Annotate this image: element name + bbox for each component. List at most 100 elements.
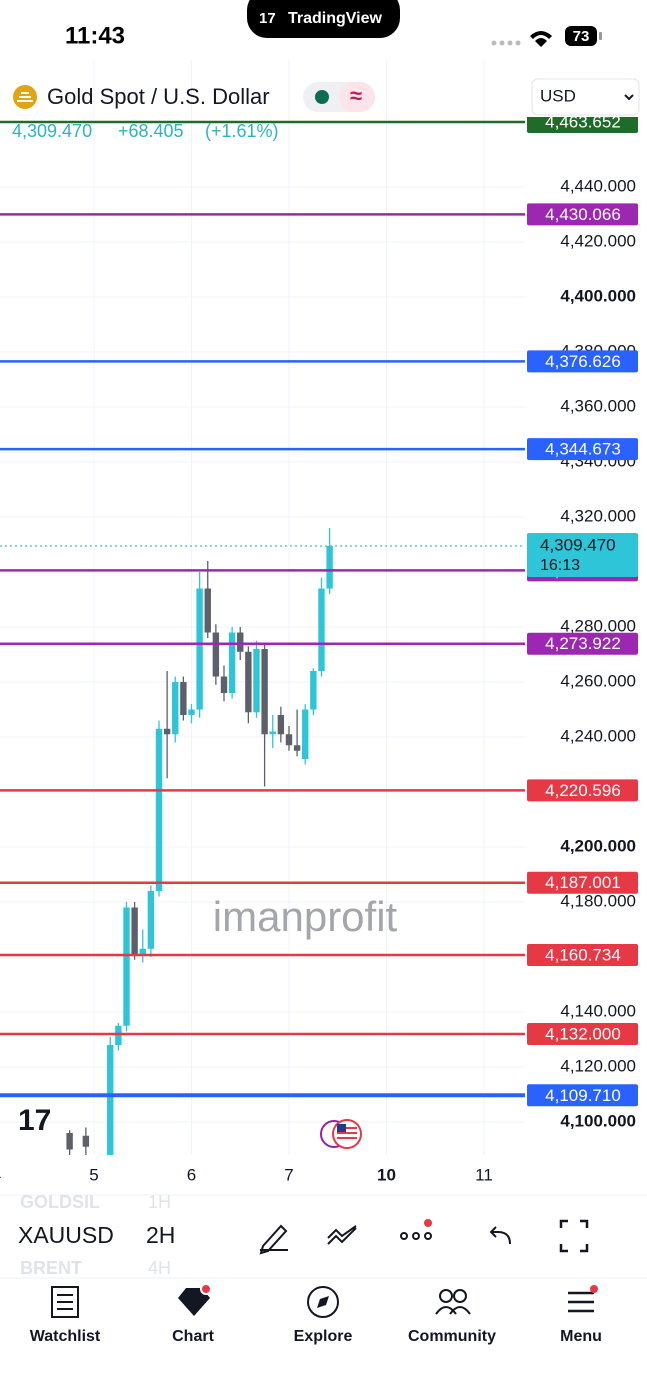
tab-label[interactable]: Explore	[294, 1328, 353, 1345]
level-label: 4,187.001	[545, 873, 621, 892]
candle	[115, 1023, 122, 1051]
candle-body	[269, 731, 276, 735]
candle	[163, 671, 171, 779]
candle	[261, 643, 268, 787]
level-label-box	[527, 350, 638, 373]
candle-body	[293, 745, 301, 751]
candle-body	[318, 588, 325, 672]
candle-body	[196, 588, 203, 710]
countdown-label: 16:13	[540, 557, 580, 574]
currency: USD	[540, 86, 576, 105]
symbol-name[interactable]: Gold Spot / U.S. Dollar	[47, 84, 270, 109]
candle	[155, 720, 163, 897]
tv-logo: 17	[18, 1104, 51, 1137]
candle	[269, 715, 276, 749]
y-tick-label: 4,240.000	[560, 727, 636, 746]
symbol-prev[interactable]: GOLDSIL	[20, 1192, 100, 1212]
candle-body	[82, 1135, 90, 1147]
candle-body	[188, 709, 195, 716]
interval-next[interactable]: 4H	[148, 1258, 171, 1278]
header-change: +68.405	[118, 121, 184, 141]
level-label: 4,430.066	[545, 205, 621, 224]
x-tick-label: 11	[475, 1165, 493, 1184]
y-tick-label: 4,400.000	[560, 287, 636, 306]
menu-dot	[590, 1285, 598, 1293]
fullscreen[interactable]	[559, 1219, 589, 1253]
tab-label[interactable]: Menu	[560, 1328, 602, 1345]
community-icon[interactable]	[435, 1289, 471, 1315]
watermark: imanprofit	[213, 893, 398, 940]
watchlist-icon[interactable]	[51, 1286, 79, 1318]
draw-tool[interactable]	[259, 1224, 288, 1255]
candle	[245, 646, 252, 724]
tab-label[interactable]: Chart	[172, 1328, 214, 1345]
candle-body	[302, 709, 309, 760]
candle	[123, 902, 130, 1032]
candle	[172, 676, 179, 743]
candle	[147, 885, 155, 958]
candle-body	[66, 1133, 73, 1150]
candle-body	[139, 948, 146, 955]
candle	[66, 1130, 73, 1155]
candle	[107, 1036, 114, 1155]
more-tool[interactable]	[400, 1232, 432, 1240]
candle	[220, 665, 228, 702]
symbol-next[interactable]: BRENT	[20, 1258, 82, 1278]
candle-body	[261, 649, 268, 735]
candle	[277, 706, 285, 743]
candle-body	[180, 682, 187, 716]
symbol[interactable]: XAUUSD	[18, 1222, 114, 1248]
wifi-icon	[530, 31, 552, 47]
candle	[302, 704, 309, 765]
candle-body	[115, 1025, 122, 1046]
candle-body	[310, 671, 317, 710]
currency-select[interactable]	[531, 78, 640, 116]
candle-body	[228, 632, 236, 694]
clock: 11:43	[65, 22, 125, 49]
level-label: 4,376.626	[545, 352, 621, 371]
candle	[212, 624, 220, 685]
tv-logo-small: 17	[259, 10, 276, 27]
y-tick-label: 4,280.000	[560, 617, 636, 636]
indicators-tool[interactable]	[327, 1225, 357, 1245]
chart-icon[interactable]	[178, 1288, 210, 1316]
interval[interactable]: 2H	[146, 1222, 175, 1248]
level-label-box	[527, 943, 638, 966]
y-tick-label: 4,200.000	[560, 836, 636, 855]
gold-icon-bars	[17, 92, 33, 102]
interval-prev[interactable]: 1H	[148, 1192, 171, 1212]
tab-label[interactable]: Watchlist	[30, 1328, 101, 1345]
tab-labels: Watchlist Chart Explore Community Menu	[30, 1328, 602, 1345]
chevron	[624, 94, 634, 101]
level-label: 4,273.922	[545, 634, 621, 653]
candle	[204, 561, 211, 639]
y-tick-label: 4,440.000	[560, 177, 636, 196]
y-tick-label: 4,260.000	[560, 672, 636, 691]
menu-icon[interactable]	[568, 1291, 594, 1313]
candle-body	[163, 728, 171, 735]
candle	[139, 929, 146, 963]
candle	[228, 627, 236, 699]
plot-area	[0, 60, 525, 1155]
candle	[285, 726, 293, 751]
tab-label[interactable]: Community	[408, 1328, 496, 1345]
candle	[131, 902, 138, 960]
level-label-box	[527, 871, 638, 894]
candle-body	[212, 632, 220, 677]
candle-body	[326, 545, 333, 589]
status-pill-right	[339, 82, 375, 112]
level-label-box	[527, 117, 638, 134]
compass-needle	[317, 1296, 329, 1308]
level-label: 4,344.673	[545, 440, 621, 459]
explore-icon[interactable]	[307, 1286, 339, 1318]
y-tick-label: 4,320.000	[560, 507, 636, 526]
chart-dot	[200, 1283, 212, 1295]
candle-body	[204, 588, 211, 633]
candle-body	[285, 734, 293, 746]
dynamic-island	[247, 0, 400, 38]
y-tick-label: 4,100.000	[560, 1111, 636, 1130]
x-tick-label: 7	[284, 1165, 293, 1184]
undo[interactable]	[489, 1226, 511, 1245]
